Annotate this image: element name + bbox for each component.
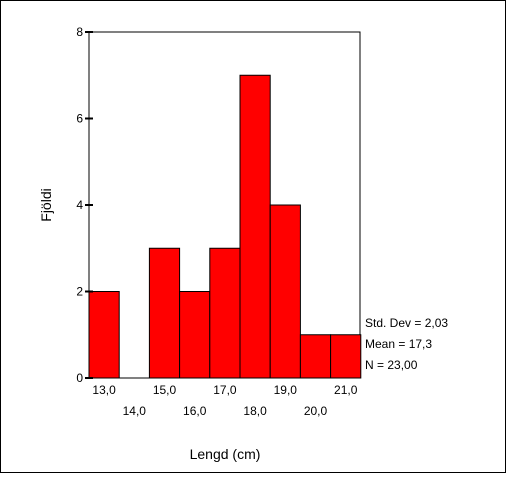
- x-tick-label-21,0: 21,0: [334, 383, 358, 397]
- x-tick-label-19,0: 19,0: [274, 383, 298, 397]
- bar-16,0: [179, 291, 211, 379]
- bar-13,0: [88, 291, 120, 379]
- y-tick-label-0: 0: [76, 371, 83, 385]
- stat-n: N = 23,00: [365, 358, 418, 372]
- x-tick-label-14,0: 14,0: [123, 404, 147, 418]
- bar-15,0: [148, 247, 181, 379]
- bars-group: [88, 74, 362, 379]
- x-tick-label-18,0: 18,0: [243, 404, 267, 418]
- bar-20,0: [299, 334, 332, 379]
- x-tick-label-20,0: 20,0: [304, 404, 328, 418]
- y-tick-label-2: 2: [76, 285, 83, 299]
- bar-18,0: [239, 74, 271, 379]
- x-axis-label: Lengd (cm): [190, 446, 261, 462]
- bar-19,0: [269, 204, 301, 379]
- x-tick-label-13,0: 13,0: [92, 383, 116, 397]
- bar-21,0: [330, 334, 362, 379]
- x-tick-label-16,0: 16,0: [183, 404, 207, 418]
- y-tick-label-6: 6: [76, 112, 83, 126]
- y-axis-label: Fjöldi: [38, 188, 54, 221]
- x-ticks-group: 13,0 14,0 15,0 16,0 17,0 18,0 19,0 20,0 21,0: [92, 383, 357, 418]
- x-tick-label-15,0: 15,0: [153, 383, 177, 397]
- y-tick-label-4: 4: [76, 198, 83, 212]
- x-tick-label-17,0: 17,0: [213, 383, 237, 397]
- stat-std-dev: Std. Dev = 2,03: [365, 316, 448, 330]
- stat-mean: Mean = 17,3: [365, 337, 432, 351]
- y-tick-label-8: 8: [76, 25, 83, 39]
- bar-17,0: [209, 247, 241, 379]
- y-ticks-group: 0 2 4 6 8: [76, 25, 93, 385]
